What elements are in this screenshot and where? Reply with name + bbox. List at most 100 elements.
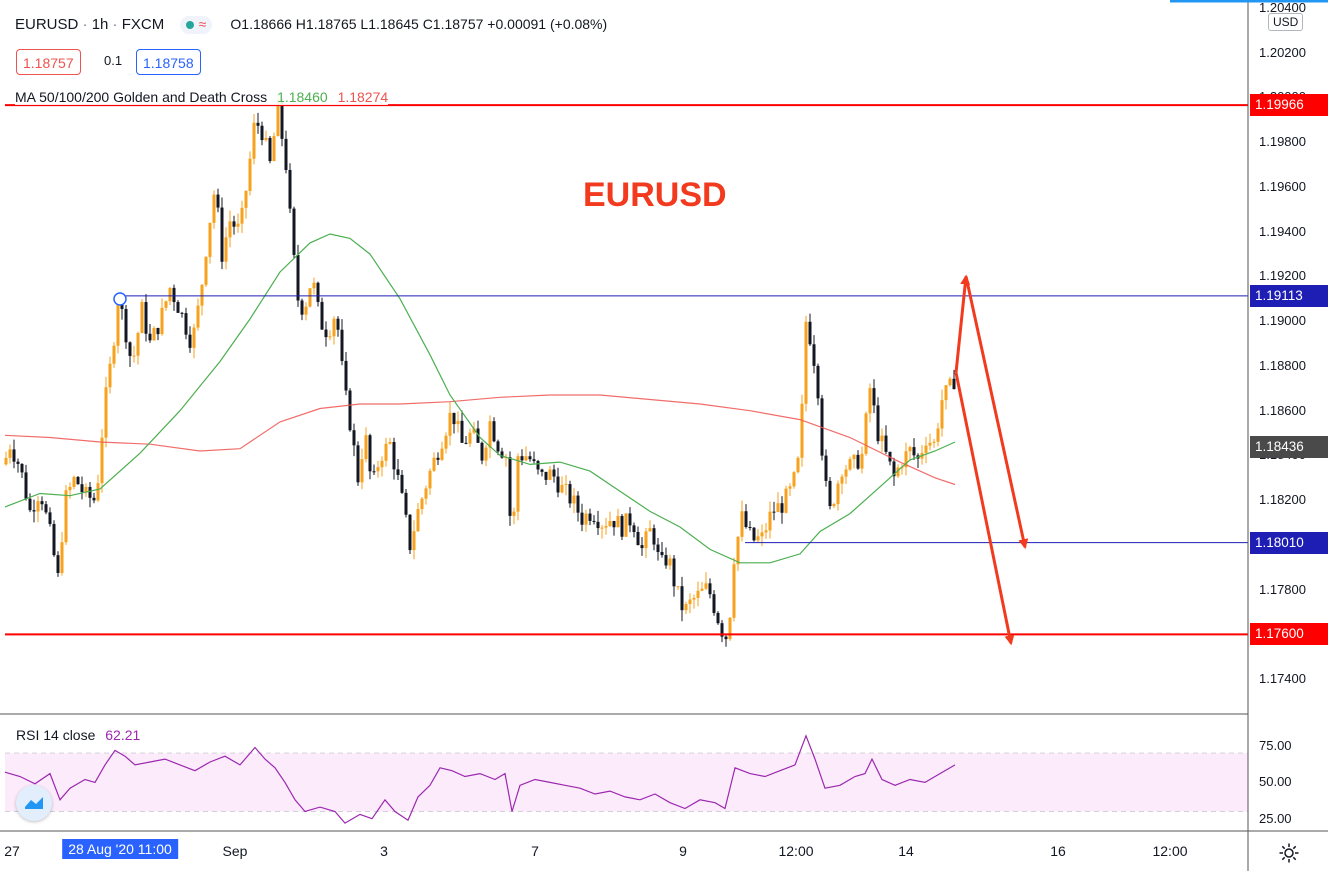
price-tick-label: 1.18200 [1259, 492, 1306, 508]
gear-icon[interactable] [1278, 842, 1300, 864]
rsi-line [4, 734, 956, 824]
price-tick-label: 1.19400 [1259, 223, 1306, 239]
candle-body [664, 555, 668, 566]
price-tick-label: 1.19600 [1259, 178, 1306, 194]
forecast-arrow[interactable] [954, 274, 971, 373]
price-tick-label: 1.20400 [1259, 0, 1306, 15]
candle-body [412, 531, 416, 551]
candle-body [108, 363, 112, 388]
candle-body [208, 222, 212, 257]
candle-body [56, 555, 60, 573]
candle-body [896, 467, 900, 477]
price-tick-label: 1.19200 [1259, 268, 1306, 284]
candle-body [360, 459, 364, 483]
indicator-legend[interactable]: MA 50/100/200 Golden and Death Cross 1.1… [15, 89, 389, 105]
interval[interactable]: 1h [91, 16, 109, 33]
candle-body [660, 552, 664, 556]
candle-body [212, 194, 216, 223]
candle-body [60, 542, 64, 573]
candle-body [48, 512, 52, 524]
candle-body [460, 420, 464, 443]
candle-body [228, 221, 232, 238]
tradingview-logo-icon[interactable] [16, 785, 52, 821]
candle-body [860, 453, 864, 469]
currency-badge[interactable]: USD [1268, 13, 1304, 31]
candle-body [764, 530, 768, 533]
price-tick-label: 1.18800 [1259, 357, 1306, 373]
candle-body [16, 461, 20, 464]
candle-body [8, 449, 12, 458]
candle-body [568, 484, 572, 504]
candle-body [240, 207, 244, 224]
candle-body [172, 287, 176, 303]
time-tick-label: 9 [679, 843, 687, 859]
candle-body [164, 301, 168, 308]
candle-body [32, 510, 36, 512]
candle-body [76, 476, 80, 485]
candle-body [492, 421, 496, 442]
candle-body [924, 445, 928, 453]
candle-body [320, 301, 324, 330]
price-tick-label: 1.19800 [1259, 134, 1306, 150]
candle-body [520, 456, 524, 461]
rsi-legend[interactable]: RSI 14 close 62.21 [16, 727, 140, 743]
candle-body [616, 516, 620, 528]
candle-body [868, 388, 872, 414]
candle-body [848, 459, 852, 470]
candle-body [232, 221, 236, 227]
sell-button[interactable]: 1.18757 [16, 49, 81, 75]
candle-body [288, 169, 292, 209]
candle-body [252, 122, 256, 159]
candle-body [536, 460, 540, 470]
candle-body [168, 287, 172, 302]
price-tick-label: 1.20200 [1259, 44, 1306, 60]
candle-body [344, 360, 348, 391]
candle-body [112, 345, 116, 364]
candle-body [940, 400, 944, 429]
candle-body [540, 469, 544, 472]
candle-body [876, 405, 880, 442]
candle-body [80, 484, 84, 493]
candle-body [12, 449, 16, 462]
forecast-arrow[interactable] [964, 276, 1029, 550]
candle-body [588, 513, 592, 521]
candle-body [696, 590, 700, 598]
level-price-flag: 1.18010 [1250, 531, 1328, 554]
candle-body [116, 304, 120, 346]
forecast-arrows [954, 274, 1029, 646]
candle-body [256, 122, 260, 126]
candle-body [856, 454, 860, 469]
candle-body [844, 469, 848, 477]
candle-body [480, 442, 484, 461]
candle-body [148, 333, 152, 341]
symbol[interactable]: EURUSD [15, 16, 79, 33]
candle-body [140, 302, 144, 334]
candle-body [356, 445, 360, 483]
candle-body [892, 461, 896, 477]
forecast-arrow[interactable] [954, 372, 1015, 646]
candle-body [384, 443, 388, 461]
candle-body [236, 223, 240, 227]
candle-body [712, 594, 716, 613]
candle-body [192, 327, 196, 348]
candle-body [740, 511, 744, 537]
candle-body [620, 516, 624, 537]
exchange: FXCM [121, 16, 165, 33]
candle-body [640, 545, 644, 549]
candle-body [500, 451, 504, 458]
candle-body [152, 327, 156, 341]
candle-body [732, 564, 736, 618]
candle-body [508, 457, 512, 516]
level-price-flag: 1.19113 [1250, 284, 1328, 307]
candle-body [780, 503, 784, 513]
candle-body [444, 435, 448, 449]
candle-body [628, 513, 632, 526]
buy-button[interactable]: 1.18758 [136, 49, 201, 75]
candle-body [652, 528, 656, 545]
anchor-point[interactable] [113, 292, 127, 306]
candle-body [644, 531, 648, 549]
candle-body [564, 484, 568, 486]
candle-body [688, 599, 692, 604]
candle-body [828, 480, 832, 507]
